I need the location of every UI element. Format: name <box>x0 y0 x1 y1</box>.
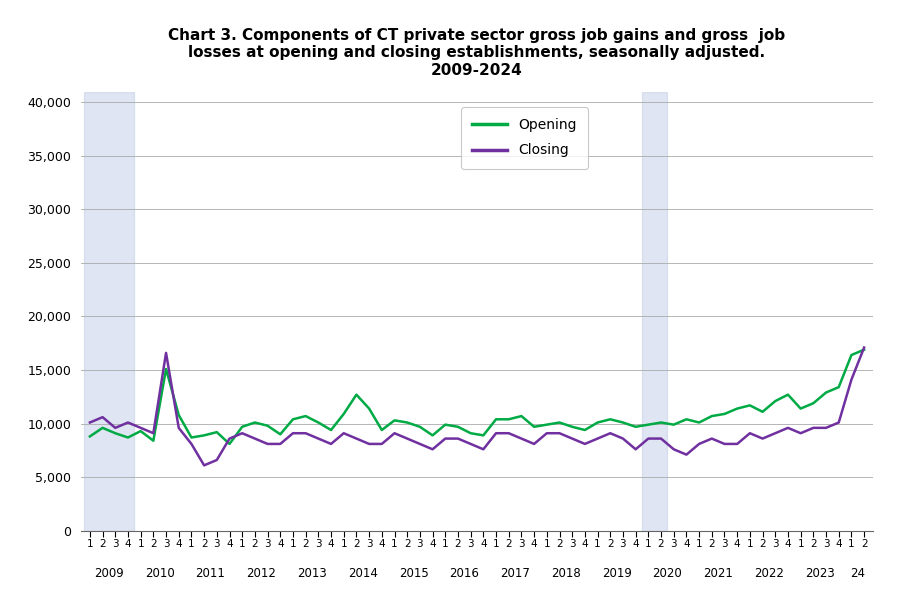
Text: 2021: 2021 <box>703 567 733 580</box>
Text: 2009: 2009 <box>94 567 124 580</box>
Text: 2010: 2010 <box>145 567 175 580</box>
Text: 2017: 2017 <box>500 567 530 580</box>
Text: 2018: 2018 <box>551 567 580 580</box>
Legend: Opening, Closing: Opening, Closing <box>461 107 588 168</box>
Text: 2020: 2020 <box>652 567 682 580</box>
Text: 2019: 2019 <box>602 567 632 580</box>
Bar <box>642 92 668 531</box>
Text: 2011: 2011 <box>195 567 225 580</box>
Text: 2012: 2012 <box>247 567 276 580</box>
Title: Chart 3. Components of CT private sector gross job gains and gross  job
losses a: Chart 3. Components of CT private sector… <box>168 28 786 78</box>
Text: 2015: 2015 <box>399 567 428 580</box>
Text: 2014: 2014 <box>347 567 378 580</box>
Text: 2022: 2022 <box>754 567 784 580</box>
Text: 2013: 2013 <box>297 567 327 580</box>
Bar <box>84 92 134 531</box>
Text: 2016: 2016 <box>449 567 479 580</box>
Text: 24: 24 <box>850 567 865 580</box>
Text: 2023: 2023 <box>805 567 834 580</box>
